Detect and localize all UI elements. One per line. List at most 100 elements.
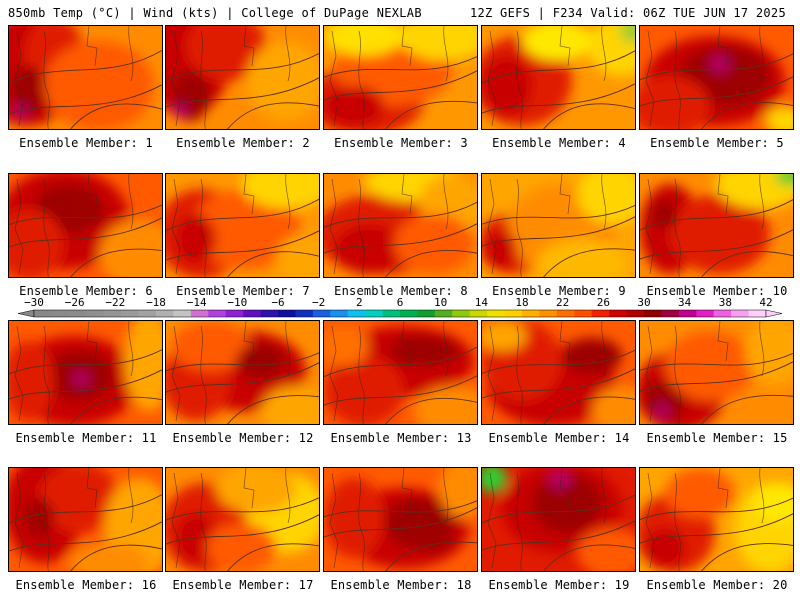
colorbar-segment (347, 310, 366, 317)
state-boundaries (171, 174, 291, 277)
colorbar-segment (243, 310, 261, 317)
state-boundaries (171, 468, 291, 571)
state-boundaries (14, 174, 134, 277)
colorbar-segment (312, 310, 331, 317)
colorbar-segment (696, 310, 715, 317)
ensemble-member-map (8, 25, 163, 130)
ensemble-member-map (323, 467, 478, 572)
temperature-region (414, 523, 454, 553)
colorbar-segment (539, 310, 558, 317)
temperature-region (656, 403, 668, 419)
temperature-region (324, 86, 384, 126)
temperature-field (166, 321, 319, 424)
temperature-field (324, 26, 477, 129)
temperature-field (9, 174, 162, 277)
temperature-region (69, 192, 99, 216)
height-contours (166, 496, 319, 571)
temperature-region (550, 472, 570, 488)
temperature-region (206, 523, 276, 571)
state-boundaries (487, 468, 607, 571)
temperature-region (645, 528, 685, 568)
temperature-colorbar: −30 −26 −22 −18 −14 −10 −6 −2 2 6 10 14 18 22 26 30 34 38… (0, 296, 800, 322)
ensemble-member-map (165, 25, 320, 130)
colorbar-tick-label: 18 (515, 296, 529, 309)
colorbar-tick-label: −2 (312, 296, 326, 309)
temperature-field (9, 321, 162, 424)
ensemble-member-map (323, 25, 478, 130)
colorbar-segment (173, 310, 192, 317)
ensemble-member-label: Ensemble Member: 14 (488, 431, 630, 445)
colorbar-segment (504, 310, 523, 317)
state-boundaries (171, 26, 291, 129)
ensemble-member-label: Ensemble Member: 7 (176, 284, 310, 298)
temperature-region (487, 229, 517, 269)
temperature-region (276, 234, 319, 277)
temperature-region (715, 174, 793, 209)
height-contours (9, 349, 162, 424)
temperature-region (537, 239, 627, 277)
colorbar-tick-label: 34 (678, 296, 692, 309)
colorbar-tick-label: 14 (474, 296, 488, 309)
height-contours (482, 204, 635, 277)
temperature-region (191, 189, 301, 269)
state-boundaries (329, 468, 449, 571)
temperature-region (439, 468, 477, 518)
colorbar-segment (661, 310, 680, 317)
temperature-region (562, 338, 622, 374)
temperature-region (73, 372, 89, 386)
ensemble-member-map (481, 320, 636, 425)
temperature-region (171, 321, 251, 371)
colorbar-tick-label: 10 (434, 296, 448, 309)
ensemble-member-map (165, 467, 320, 572)
height-contours (9, 493, 162, 571)
temperature-field (324, 468, 477, 571)
temperature-region (69, 543, 149, 571)
colorbar-segment (121, 310, 139, 317)
ensemble-member-label: Ensemble Member: 18 (330, 578, 472, 592)
temperature-region (99, 219, 162, 277)
temperature-region (241, 174, 319, 209)
colorbar-segment (103, 310, 122, 317)
state-boundaries (14, 468, 134, 571)
colorbar-segment (400, 310, 418, 317)
temperature-region (592, 386, 635, 424)
height-contours (324, 346, 477, 424)
colorbar-tick-label: −18 (146, 296, 166, 309)
colorbar-segment (156, 310, 174, 317)
temperature-region (15, 104, 27, 118)
state-boundaries (645, 468, 765, 571)
colorbar-segment (138, 310, 157, 317)
ensemble-member-map (639, 467, 794, 572)
temperature-region (124, 321, 162, 411)
colorbar-segment (452, 310, 471, 317)
ensemble-member-map (8, 467, 163, 572)
temperature-field (640, 321, 793, 424)
ensemble-member-label: Ensemble Member: 19 (488, 578, 630, 592)
temperature-field (9, 468, 162, 571)
temperature-field (482, 26, 635, 129)
temperature-field (324, 321, 477, 424)
colorbar-segment (34, 310, 52, 317)
temperature-region (577, 528, 635, 571)
height-contours (9, 204, 162, 277)
colorbar-segment (51, 310, 70, 317)
temperature-region (9, 341, 54, 421)
ensemble-member-label: Ensemble Member: 3 (334, 136, 468, 150)
height-contours (324, 201, 477, 277)
colorbar-tick-label: 38 (718, 296, 732, 309)
height-contours (482, 50, 635, 129)
state-boundaries (329, 321, 449, 424)
colorbar-segment (225, 310, 244, 317)
ensemble-member-label: Ensemble Member: 11 (15, 431, 157, 445)
temperature-field (640, 26, 793, 129)
colorbar-segment (365, 310, 383, 317)
colorbar-tick-label: 22 (556, 296, 570, 309)
ensemble-member-label: Ensemble Member: 8 (334, 284, 468, 298)
state-boundaries (645, 174, 765, 277)
temperature-region (532, 473, 602, 533)
ensemble-member-map (8, 173, 163, 278)
state-boundaries (329, 174, 449, 277)
colorbar-tick-label: 30 (637, 296, 651, 309)
model-run-info: 12Z GEFS | F234 Valid: 06Z TUE JUN 17 20… (469, 6, 786, 20)
colorbar-scale (17, 309, 783, 318)
